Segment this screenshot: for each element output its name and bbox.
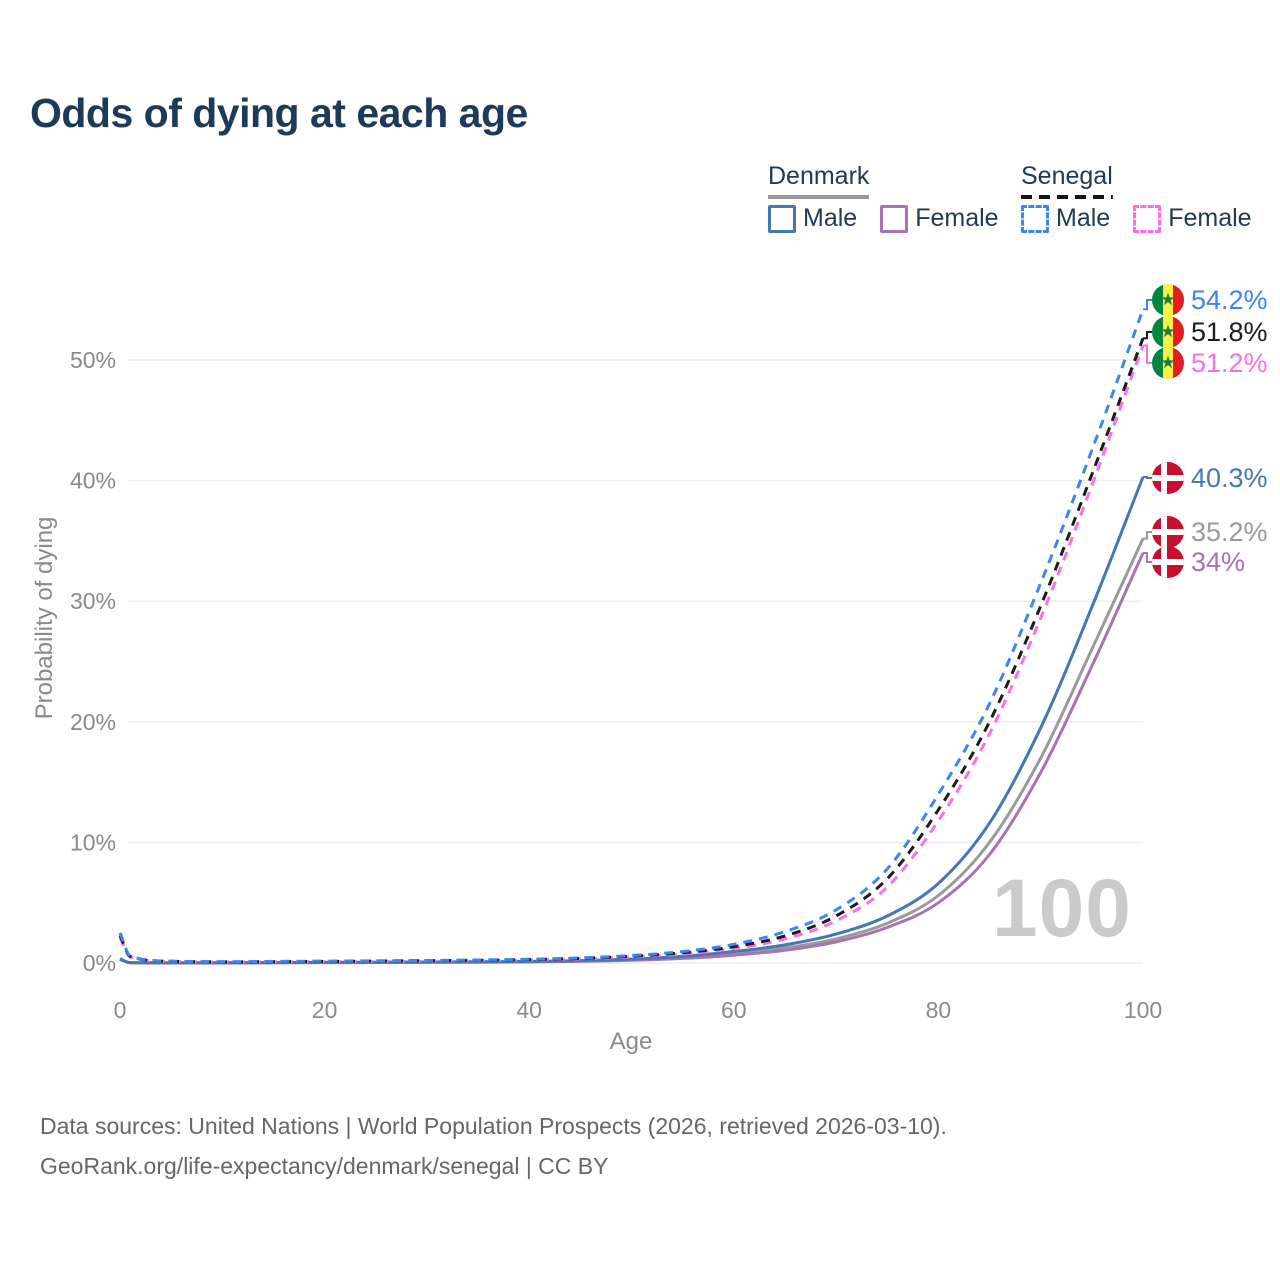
y-tick-label: 40% (70, 468, 116, 494)
x-tick-label: 80 (926, 997, 952, 1023)
x-tick-label: 100 (1124, 997, 1162, 1023)
label-connector (1143, 476, 1152, 479)
x-tick-label: 0 (114, 997, 127, 1023)
x-axis-title: Age (609, 1028, 653, 1055)
legend-senegal-male-label: Male (1056, 204, 1111, 232)
label-connector (1143, 331, 1152, 340)
series-line-dk_both[interactable] (119, 537, 1145, 965)
senegal-flag-icon: ★ (1152, 347, 1184, 379)
label-connector (1143, 344, 1152, 364)
denmark-male-value: 40.3% (1191, 463, 1268, 493)
legend-denmark-male-label: Male (803, 204, 858, 232)
hover-age-watermark: 100 (992, 863, 1132, 954)
series-line-sn_both[interactable] (118, 337, 1145, 964)
denmark-flag-icon (1152, 462, 1184, 494)
legend-senegal-header[interactable]: Senegal (1021, 162, 1113, 199)
senegal-male-value: 54.2% (1191, 285, 1268, 315)
y-axis-title: Probability of dying (31, 516, 58, 720)
end-label-denmark-male: 40.3% (1152, 462, 1268, 494)
y-tick-label: 0% (83, 950, 116, 976)
legend-denmark-male[interactable]: Male (768, 204, 857, 233)
series-line-sn_male[interactable] (118, 308, 1145, 964)
denmark-flag-icon (1152, 546, 1184, 578)
end-label-senegal-female: ★ 51.2% (1152, 347, 1268, 379)
senegal-flag-icon: ★ (1152, 284, 1184, 316)
y-tick-label: 30% (70, 588, 116, 614)
denmark-flag-icon (1152, 516, 1184, 548)
label-connector (1143, 531, 1152, 540)
label-connector (1143, 299, 1152, 311)
senegal-both-value: 51.8% (1191, 317, 1268, 347)
denmark-both-value: 35.2% (1191, 517, 1268, 547)
denmark-female-swatch-icon (880, 204, 909, 233)
legend-group-denmark: Denmark Male Female (768, 162, 999, 233)
page-title: Odds of dying at each age (30, 90, 528, 136)
legend-senegal-male[interactable]: Male (1021, 204, 1110, 233)
x-tick-label: 20 (312, 997, 338, 1023)
end-label-denmark-both: 35.2% (1152, 516, 1268, 548)
senegal-female-swatch-icon (1133, 204, 1162, 233)
series-line-dk_male[interactable] (119, 476, 1145, 965)
denmark-female-value: 34% (1191, 547, 1246, 577)
senegal-flag-icon: ★ (1152, 316, 1184, 348)
attribution-line[interactable]: GeoRank.org/life-expectancy/denmark/sene… (40, 1153, 609, 1179)
legend-senegal-female[interactable]: Female (1133, 204, 1252, 233)
footer: Data sources: United Nations | World Pop… (40, 1106, 947, 1186)
y-tick-label: 10% (70, 829, 116, 855)
senegal-female-value: 51.2% (1191, 348, 1268, 378)
legend-senegal-female-label: Female (1168, 204, 1252, 232)
denmark-male-swatch-icon (768, 204, 796, 233)
x-tick-label: 60 (721, 997, 747, 1023)
series-line-dk_female[interactable] (119, 552, 1145, 965)
series-line-sn_female[interactable] (118, 344, 1145, 964)
legend-group-senegal: Senegal Male Female (1021, 162, 1252, 233)
y-tick-label: 50% (70, 347, 116, 373)
senegal-male-swatch-icon (1021, 204, 1049, 233)
data-sources-line: Data sources: United Nations | World Pop… (40, 1113, 947, 1139)
y-tick-label: 20% (70, 709, 116, 735)
legend-denmark-female[interactable]: Female (880, 204, 999, 233)
legend-denmark-header[interactable]: Denmark (768, 162, 870, 199)
label-connector (1143, 552, 1152, 563)
x-tick-label: 40 (516, 997, 542, 1023)
end-label-senegal-both: ★ 51.8% (1152, 316, 1268, 348)
legend-denmark-female-label: Female (915, 204, 999, 232)
end-label-senegal-male: ★ 54.2% (1152, 284, 1268, 316)
end-label-denmark-female: 34% (1152, 546, 1245, 578)
